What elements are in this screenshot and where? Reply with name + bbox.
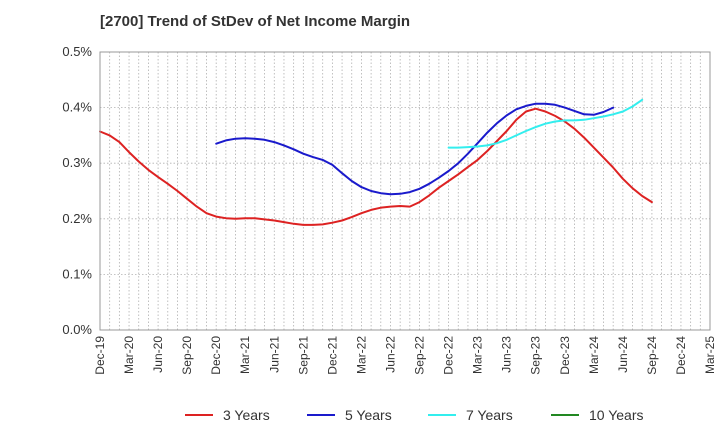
x-tick-label: Jun-20 xyxy=(151,336,165,373)
y-tick-label: 0.3% xyxy=(62,155,92,170)
y-axis: 0.0% 0.1% 0.2% 0.3% 0.4% 0.5% xyxy=(62,44,92,337)
legend-label: 7 Years xyxy=(466,407,513,423)
y-tick-label: 0.4% xyxy=(62,100,92,115)
y-tick-label: 0.1% xyxy=(62,266,92,281)
x-tick-label: Sep-20 xyxy=(180,336,194,375)
x-tick-label: Sep-21 xyxy=(296,336,310,375)
x-tick-label: Dec-19 xyxy=(93,336,107,375)
series-line-5-years xyxy=(215,102,615,196)
x-tick-label: Sep-24 xyxy=(645,336,659,375)
y-tick-label: 0.2% xyxy=(62,211,92,226)
x-tick-label: Jun-24 xyxy=(616,336,630,373)
plot-frame xyxy=(99,51,711,331)
x-tick-label: Mar-22 xyxy=(354,336,368,374)
y-tick-label: 0.5% xyxy=(62,44,92,59)
x-tick-label: Jun-22 xyxy=(383,336,397,373)
x-tick-label: Jun-23 xyxy=(500,336,514,373)
chart-title: [2700] Trend of StDev of Net Income Marg… xyxy=(100,13,410,30)
x-tick-label: Dec-21 xyxy=(325,336,339,375)
legend-label: 10 Years xyxy=(589,407,644,423)
x-tick-label: Mar-23 xyxy=(471,336,485,374)
x-tick-label: Mar-25 xyxy=(703,336,717,374)
x-tick-label: Dec-24 xyxy=(674,336,688,375)
x-tick-label: Dec-20 xyxy=(209,336,223,375)
x-tick-label: Mar-24 xyxy=(587,336,601,374)
y-tick-label: 0.0% xyxy=(62,322,92,337)
x-tick-label: Mar-20 xyxy=(122,336,136,374)
series-lines xyxy=(99,98,653,226)
legend-label: 5 Years xyxy=(345,407,392,423)
x-tick-label: Sep-23 xyxy=(529,336,543,375)
x-tick-label: Dec-23 xyxy=(558,336,572,375)
grid xyxy=(100,52,710,330)
legend: 3 Years 5 Years 7 Years 10 Years xyxy=(185,407,644,423)
legend-item-5-years: 5 Years xyxy=(307,407,392,423)
series-line-7-years xyxy=(447,98,644,149)
x-tick-label: Mar-21 xyxy=(238,336,252,374)
legend-item-7-years: 7 Years xyxy=(428,407,513,423)
x-tick-label: Dec-22 xyxy=(442,336,456,375)
legend-item-10-years: 10 Years xyxy=(551,407,644,423)
series-line-3-years xyxy=(99,107,653,226)
x-tick-label: Sep-22 xyxy=(413,336,427,375)
legend-label: 3 Years xyxy=(223,407,270,423)
x-axis: Dec-19 Mar-20 Jun-20 Sep-20 Dec-20 Mar-21 Jun-… xyxy=(93,336,717,375)
legend-item-3-years: 3 Years xyxy=(185,407,270,423)
x-tick-label: Jun-21 xyxy=(267,336,281,373)
